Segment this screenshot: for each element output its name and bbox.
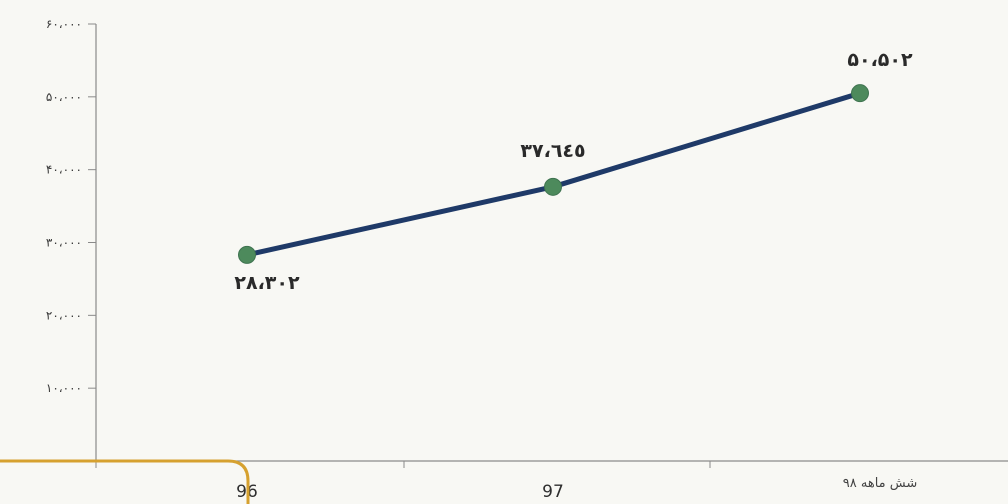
data-label: ۵۰،۵۰۲ bbox=[847, 49, 913, 71]
decorative-corner-curve bbox=[0, 459, 250, 504]
data-point bbox=[238, 245, 256, 264]
x-tick-label: شش ماهه ۹۸ bbox=[843, 476, 917, 491]
y-tick-label: ۶۰،۰۰۰ bbox=[46, 17, 82, 31]
y-tick-label: ۱۰،۰۰۰ bbox=[46, 381, 82, 395]
data-label: ۳۷،٦٤٥ bbox=[520, 140, 585, 162]
data-point bbox=[544, 177, 562, 196]
series-line-group bbox=[238, 84, 869, 264]
x-tick-label: 97 bbox=[542, 482, 564, 502]
y-tick-label: ۴۰،۰۰۰ bbox=[46, 163, 82, 177]
series-line bbox=[244, 90, 863, 258]
x-axis: 96 97 شش ماهه ۹۸ bbox=[95, 460, 1008, 502]
y-tick-label: ۳۰،۰۰۰ bbox=[46, 236, 82, 250]
data-label: ۲۸،۳۰۲ bbox=[234, 272, 300, 294]
y-tick-label: ۵۰،۰۰۰ bbox=[46, 90, 82, 104]
data-labels: ۲۸،۳۰۲ ۳۷،٦٤٥ ۵۰،۵۰۲ bbox=[234, 49, 913, 294]
y-tick-label: ۲۰،۰۰۰ bbox=[46, 308, 82, 322]
data-point bbox=[851, 84, 869, 103]
